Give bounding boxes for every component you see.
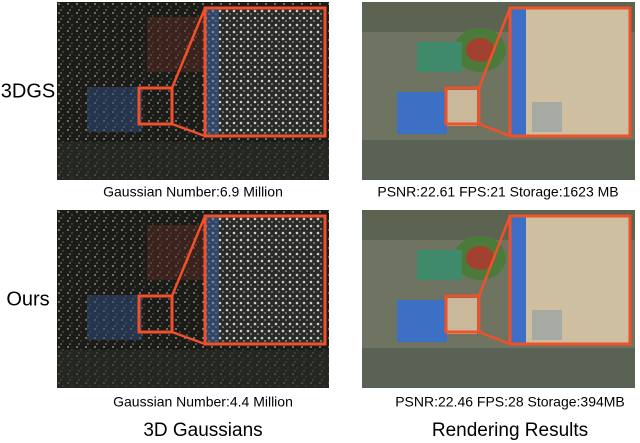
column-label: 3D Gaussians [143,420,262,441]
row-label: 3DGS [1,80,55,102]
column-label: Rendering Results [432,420,588,441]
caption: PSNR:22.61 FPS:21 Storage:1623 MB [377,184,618,200]
row-label: Ours [6,288,49,310]
rendering-image [360,208,637,390]
caption: Gaussian Number:4.4 Million [113,394,293,410]
rendering-image [360,0,637,182]
gaussians-image [55,208,331,390]
caption: PSNR:22.46 FPS:28 Storage:394MB [395,394,625,410]
gaussians-image [55,0,331,182]
caption: Gaussian Number:6.9 Million [103,184,283,200]
